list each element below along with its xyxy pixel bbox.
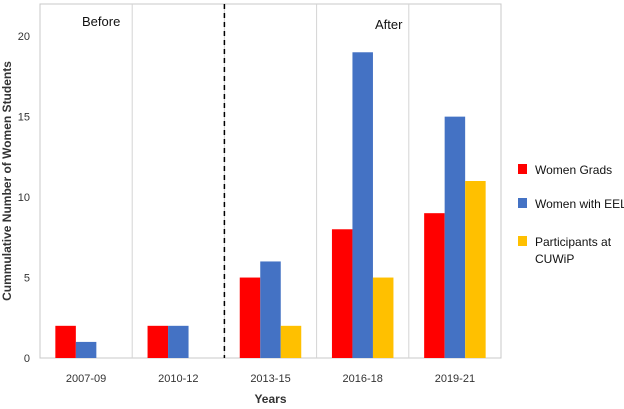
legend-swatch <box>518 236 527 246</box>
y-tick-labels: 0 5 10 15 20 <box>18 31 30 365</box>
bar <box>168 325 189 358</box>
bar <box>75 341 97 358</box>
y-tick-label: 5 <box>24 273 30 285</box>
y-tick-label: 10 <box>18 192 30 204</box>
bar <box>55 325 76 358</box>
legend-label: Women Grads <box>535 163 612 177</box>
y-axis-title: Cummulative Number of Women Students <box>0 61 14 301</box>
bar <box>352 52 373 358</box>
x-axis-title: Years <box>254 392 286 406</box>
y-tick-label: 15 <box>18 112 30 124</box>
legend-label: Women with EEL <box>535 197 624 211</box>
y-tick-label: 20 <box>18 31 30 43</box>
bar <box>444 116 466 359</box>
bar <box>424 213 445 358</box>
legend-swatch <box>518 164 527 174</box>
x-tick-label: 2019-21 <box>435 373 475 385</box>
bar <box>280 325 302 358</box>
x-tick-label: 2016-18 <box>343 373 383 385</box>
bars <box>55 52 486 359</box>
bar <box>372 277 394 358</box>
bar <box>331 229 353 358</box>
y-tick-label: 0 <box>24 353 30 365</box>
legend-label: Participants at <box>535 235 612 249</box>
legend-swatch <box>518 198 527 208</box>
before-annotation: Before <box>82 14 120 29</box>
legend: Women Grads Women with EEL Participants at… <box>518 163 624 266</box>
legend-label: CUWiP <box>535 252 574 266</box>
x-tick-label: 2007-09 <box>66 373 106 385</box>
x-tick-label: 2010-12 <box>158 373 198 385</box>
bar <box>260 261 281 358</box>
bar <box>239 277 261 358</box>
bar <box>465 181 486 358</box>
after-annotation: After <box>375 17 403 32</box>
x-tick-label: 2013-15 <box>250 373 290 385</box>
x-tick-labels: 2007-09 2010-12 2013-15 2016-18 2019-21 <box>66 373 475 385</box>
bar <box>147 325 169 358</box>
